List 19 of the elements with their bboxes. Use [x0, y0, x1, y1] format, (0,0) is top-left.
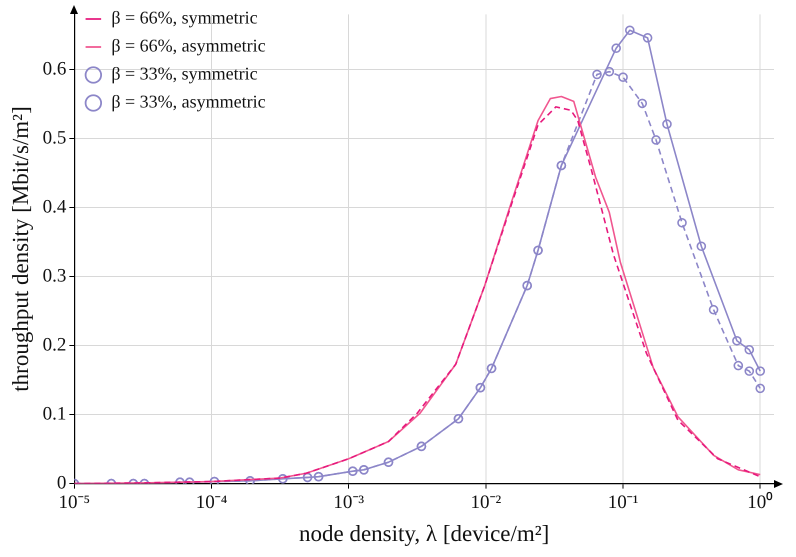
y-tick-label: 0.4 [42, 196, 67, 218]
y-tick-label: 0.1 [42, 404, 66, 425]
y-axis-title: throughput density [Mbit/s/m²] [8, 106, 33, 392]
x-tick-label: 10⁻¹ [608, 492, 639, 513]
x-tick-label: 10⁻³ [333, 492, 364, 513]
x-tick-label: 10⁻² [470, 492, 502, 513]
legend-label: β = 33%, symmetric [111, 64, 258, 84]
y-tick-label: 0.3 [42, 266, 66, 287]
y-tick-label: 0.5 [42, 128, 66, 149]
legend-label: β = 66%, symmetric [111, 8, 258, 28]
y-tick-label: 0.2 [42, 334, 66, 356]
legend-label: β = 66%, asymmetric [111, 36, 266, 56]
x-tick-label: 10⁻⁴ [196, 492, 228, 513]
legend-label: β = 33%, asymmetric [111, 92, 266, 112]
y-tick-label: 0 [56, 472, 66, 494]
x-axis-title: node density, λ [device/m²] [299, 521, 550, 546]
x-tick-label: 10⁻⁵ [58, 492, 90, 513]
x-tick-label: 10⁰ [747, 490, 774, 513]
y-tick-label: 0.6 [42, 58, 66, 80]
